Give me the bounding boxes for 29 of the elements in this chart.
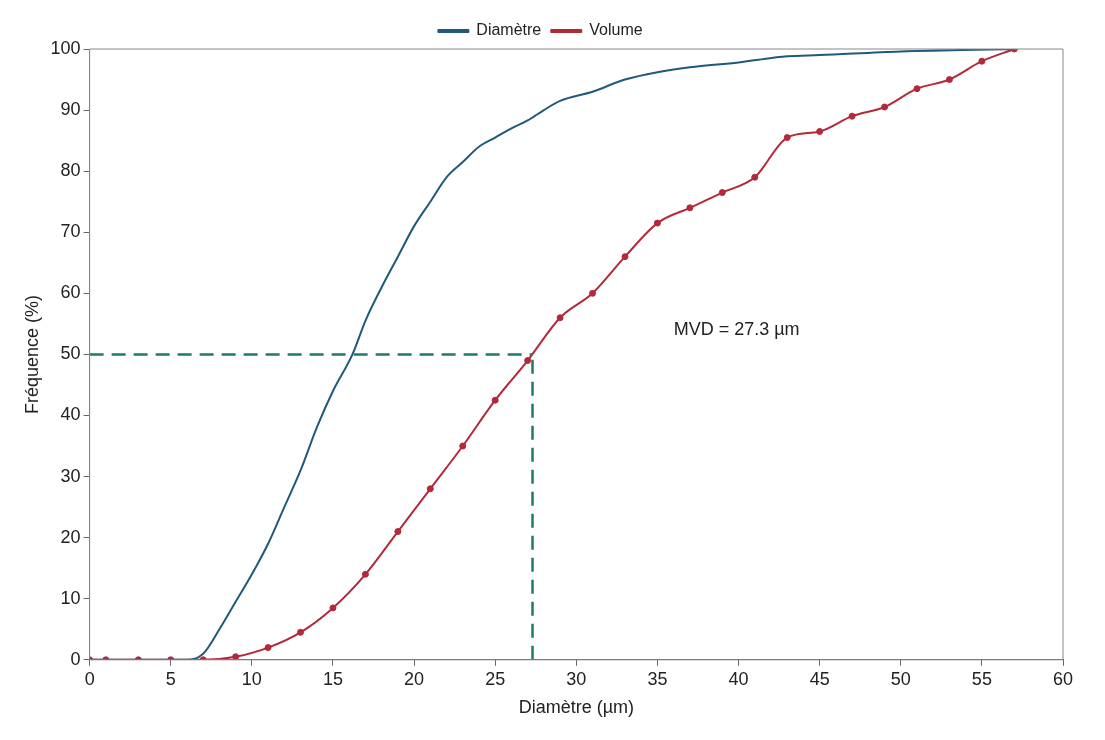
x-tick-label: 40 bbox=[728, 668, 749, 689]
annotation: MVD = 27.3 µm bbox=[673, 318, 800, 339]
y-tick-label: 90 bbox=[60, 99, 81, 120]
y-tick-label: 60 bbox=[60, 282, 81, 303]
x-tick-label: 55 bbox=[971, 668, 992, 689]
x-axis-title: Diamètre (µm) bbox=[518, 697, 634, 718]
y-tick-label: 10 bbox=[60, 587, 81, 608]
x-tick-label: 5 bbox=[165, 668, 176, 689]
legend-label: Volume bbox=[589, 21, 643, 39]
y-tick-label: 80 bbox=[60, 160, 81, 181]
x-tick-label: 60 bbox=[1052, 668, 1074, 689]
y-tick-label: 30 bbox=[60, 465, 81, 486]
x-tick-label: 45 bbox=[809, 668, 830, 689]
x-tick-label: 30 bbox=[566, 668, 587, 689]
y-tick-label: 0 bbox=[70, 648, 81, 669]
y-tick-label: 20 bbox=[60, 526, 81, 547]
x-tick-label: 25 bbox=[485, 668, 506, 689]
x-tick-label: 15 bbox=[322, 668, 343, 689]
legend-label: Diamètre bbox=[476, 21, 542, 39]
x-tick-label: 10 bbox=[241, 668, 262, 689]
x-tick-label: 50 bbox=[890, 668, 911, 689]
y-tick-label: 40 bbox=[60, 404, 81, 425]
y-axis-title: Fréquence (%) bbox=[21, 294, 42, 414]
y-tick-label: 70 bbox=[60, 221, 81, 242]
x-tick-label: 0 bbox=[84, 668, 95, 689]
x-tick-label: 35 bbox=[647, 668, 668, 689]
y-tick-label: 50 bbox=[60, 343, 81, 364]
x-tick-label: 20 bbox=[404, 668, 425, 689]
y-tick-label: 100 bbox=[50, 37, 81, 58]
